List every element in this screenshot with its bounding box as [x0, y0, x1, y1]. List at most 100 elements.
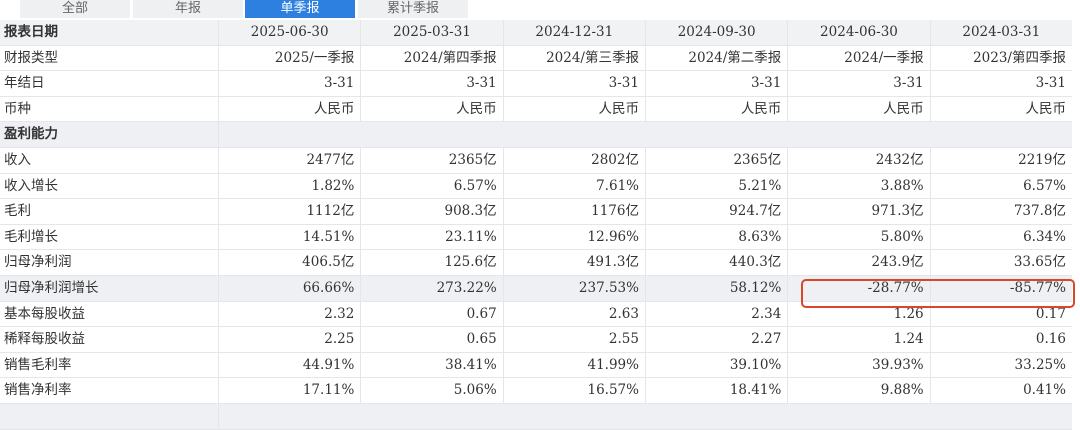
- cell: 2024-03-31: [929, 20, 1072, 45]
- row-label: 年结日: [4, 75, 45, 92]
- cell: 6.57%: [929, 173, 1072, 199]
- cell: 2.27: [644, 327, 787, 353]
- cell: 8.63%: [644, 224, 787, 250]
- data-row: 收入 2477亿 2365亿 2802亿 2365亿 2432亿 2219亿: [0, 148, 1072, 174]
- cell: 39.10%: [644, 352, 787, 378]
- section-row: [0, 404, 1072, 430]
- row-label: 盈利能力: [4, 126, 58, 143]
- cell: 3-31: [502, 71, 645, 97]
- cell: 2802亿: [502, 148, 645, 173]
- cell: 2025/一季报: [218, 45, 360, 71]
- cell: 人民币: [360, 96, 502, 122]
- data-row: 币种 人民币 人民币 人民币 人民币 人民币 人民币: [0, 96, 1072, 123]
- cell: 5.80%: [787, 224, 929, 250]
- data-row: 年结日 3-31 3-31 3-31 3-31 3-31 3-31: [0, 71, 1072, 97]
- cell: 2365亿: [644, 148, 787, 173]
- cell: 3.88%: [787, 173, 929, 199]
- cell: 41.99%: [502, 352, 645, 378]
- cell: 人民币: [787, 96, 929, 122]
- cell: 14.51%: [218, 224, 360, 250]
- cell: 16.57%: [502, 378, 645, 404]
- cell: 2432亿: [787, 148, 929, 173]
- tab[interactable]: 全部: [20, 0, 130, 18]
- cell: 2.25: [218, 327, 360, 353]
- data-row: 财报类型 2025/一季报 2024/第四季报 2024/第三季报 2024/第二季报 2…: [0, 45, 1072, 72]
- data-row: 归母净利润增长 66.66% 273.22% 237.53% 58.12% -28.77%…: [0, 276, 1072, 302]
- cell: 人民币: [644, 96, 787, 122]
- row-label: 收入增长: [4, 177, 58, 194]
- cell: 2.55: [502, 327, 645, 353]
- cell: 2365亿: [360, 148, 502, 173]
- cell: 924.7亿: [644, 199, 787, 225]
- cell: 406.5亿: [218, 250, 360, 276]
- data-row: 销售毛利率 44.91% 38.41% 41.99% 39.10% 39.93% 33.25…: [0, 352, 1072, 379]
- cell: 2219亿: [929, 148, 1072, 173]
- highlight-box: [801, 279, 1075, 308]
- cell: 人民币: [218, 96, 360, 122]
- cell: 0.17: [929, 301, 1072, 327]
- cell: 6.57%: [360, 173, 502, 199]
- tab[interactable]: 累计季报: [358, 0, 468, 18]
- cell: 5.21%: [644, 173, 787, 199]
- cell: 39.93%: [787, 352, 929, 378]
- cell: 2024/第三季报: [502, 45, 645, 71]
- cell: 58.12%: [644, 276, 787, 301]
- cell: 737.8亿: [929, 199, 1072, 225]
- row-label: 稀释每股收益: [4, 331, 85, 348]
- cell: 5.06%: [360, 378, 502, 404]
- cell: 1.24: [787, 327, 929, 353]
- cell: 1.82%: [218, 173, 360, 199]
- tab-bar: 全部 年报 单季报 累计季报: [0, 0, 1080, 19]
- cell: -28.77%: [787, 276, 929, 301]
- cell: 3-31: [360, 71, 502, 97]
- cell: 125.6亿: [360, 250, 502, 276]
- cell: 人民币: [929, 96, 1072, 122]
- cell: 33.25%: [929, 352, 1072, 378]
- row-label: 销售净利率: [4, 382, 72, 399]
- cell: 1112亿: [218, 199, 360, 225]
- row-label: 销售毛利率: [4, 356, 72, 373]
- cell: 38.41%: [360, 352, 502, 378]
- cell: 3-31: [644, 71, 787, 97]
- cell: 2024-12-31: [502, 20, 645, 45]
- cell: 440.3亿: [644, 250, 787, 276]
- data-row: 销售净利率 17.11% 5.06% 16.57% 18.41% 9.88% 0.41%: [0, 378, 1072, 404]
- cell: 971.3亿: [787, 199, 929, 225]
- cell: 33.65亿: [929, 250, 1072, 276]
- cell: 23.11%: [360, 224, 502, 250]
- cell: 0.67: [360, 301, 502, 327]
- cell: 908.3亿: [360, 199, 502, 225]
- cell: 3-31: [218, 71, 360, 97]
- cell: 18.41%: [644, 378, 787, 404]
- cell: 2.32: [218, 301, 360, 327]
- cell: 2023/第四季报: [929, 45, 1072, 71]
- section-fill: [218, 404, 1073, 429]
- cell: 0.41%: [929, 378, 1072, 404]
- data-row: 归母净利润 406.5亿 125.6亿 491.3亿 440.3亿 243.9亿 33.65…: [0, 250, 1072, 276]
- cell: 2024-06-30: [787, 20, 929, 45]
- cell: 3-31: [929, 71, 1072, 97]
- cell: 2024/第四季报: [360, 45, 502, 71]
- cell: 491.3亿: [502, 250, 645, 276]
- cell: 2.34: [644, 301, 787, 327]
- cell: 3-31: [787, 71, 929, 97]
- cell: -85.77%: [929, 276, 1072, 301]
- cell: 1.26: [787, 301, 929, 327]
- cell: 237.53%: [502, 276, 645, 301]
- header-row: 报表日期 2025-06-30 2025-03-31 2024-12-31 2024-0…: [0, 20, 1072, 46]
- cell: 人民币: [502, 96, 645, 122]
- cell: 2025-03-31: [360, 20, 502, 45]
- cell: 12.96%: [502, 224, 645, 250]
- cell: 44.91%: [218, 352, 360, 378]
- tab[interactable]: 单季报: [245, 0, 355, 18]
- cell: 2024/第二季报: [644, 45, 787, 71]
- cell: 273.22%: [360, 276, 502, 301]
- row-label: 毛利增长: [4, 228, 58, 245]
- tab[interactable]: 年报: [133, 0, 243, 18]
- cell: 6.34%: [929, 224, 1072, 250]
- cell: 2.63: [502, 301, 645, 327]
- row-label: 币种: [4, 100, 31, 117]
- cell: 2024-09-30: [644, 20, 787, 45]
- row-label: 报表日期: [4, 24, 58, 40]
